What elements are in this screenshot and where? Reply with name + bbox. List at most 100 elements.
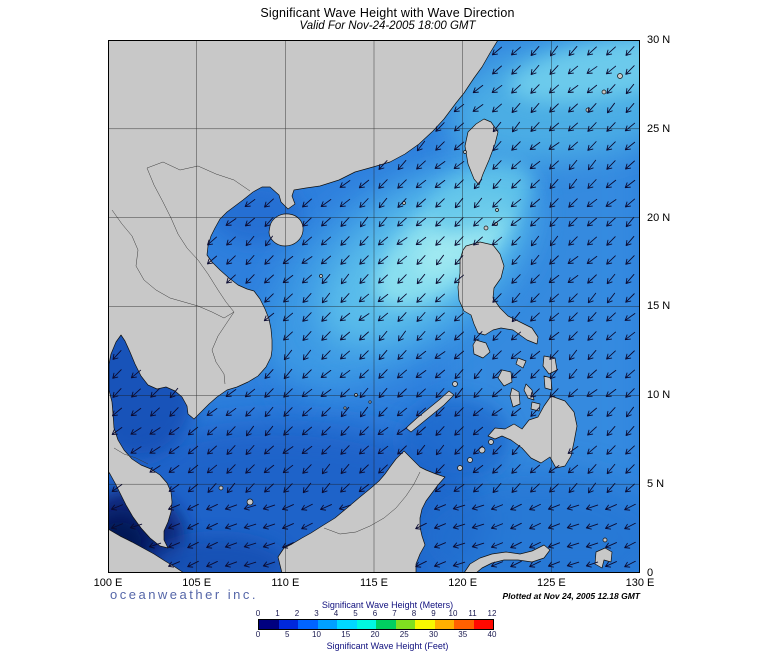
wave-direction-arrow [587,426,597,436]
wave-direction-arrow [606,483,616,493]
wave-direction-arrow [473,236,483,246]
wave-direction-arrow [625,255,635,265]
wave-direction-arrow [568,217,578,227]
wave-direction-arrow [606,84,616,94]
legend-tick: 8 [411,609,417,618]
wave-direction-arrow [511,483,521,493]
wave-direction-arrow [568,483,578,493]
wave-direction-arrow [168,484,180,492]
wave-direction-arrow [586,198,598,208]
wave-direction-arrow [340,388,350,398]
wave-direction-arrow [510,560,522,568]
wave-direction-arrow [206,255,218,265]
wave-direction-arrow [321,292,331,304]
wave-direction-arrow [435,254,445,266]
wave-direction-arrow [625,350,635,360]
wave-direction-arrow [207,445,217,455]
wave-direction-arrow [473,217,483,227]
wave-direction-arrow [511,160,521,170]
wave-direction-arrow [339,369,351,379]
wave-direction-arrow [416,160,426,170]
wave-direction-arrow [302,293,312,303]
oceanweather-logo-text: oceanweather inc. [110,587,259,602]
wave-direction-arrow [547,523,561,530]
wave-direction-arrow [302,407,312,417]
wave-direction-arrow [245,425,255,437]
wave-direction-arrow [226,274,236,284]
wave-direction-arrow [225,407,237,417]
wave-direction-arrow [491,236,503,246]
wave-direction-arrow [321,273,331,285]
wave-direction-arrow [625,160,635,170]
wave-direction-arrow [454,122,464,132]
wave-direction-arrow [378,274,388,284]
wave-direction-arrow [377,312,389,322]
wave-direction-arrow [435,388,445,398]
wave-direction-arrow [568,236,578,246]
wave-direction-arrow [587,141,597,151]
wave-direction-arrow [282,255,294,265]
wave-direction-arrow [225,218,237,226]
wave-direction-arrow [149,465,161,473]
wave-direction-arrow [416,331,426,341]
legend-tick: 25 [399,630,409,639]
wave-direction-arrow [377,427,389,435]
lat-label: 10 N [647,389,671,402]
wave-direction-arrow [471,504,485,511]
wave-direction-arrow [111,407,123,417]
babuyan-island [483,225,489,231]
wave-direction-arrow [587,46,597,56]
wave-direction-arrow [473,445,483,455]
wave-direction-arrow [454,426,464,436]
wave-direction-arrow [321,407,331,417]
wave-direction-arrow [378,160,388,170]
wave-direction-arrow [112,369,122,379]
legend-tick: 2 [294,609,300,618]
wave-direction-arrow [587,103,597,113]
legend-bar-segment [473,620,493,629]
lat-label: 15 N [647,300,671,313]
wave-direction-arrow [529,350,541,360]
wave-direction-arrow [625,483,635,493]
legend-tick: 9 [431,609,436,618]
mindanao-island [487,395,578,469]
wave-direction-arrow [415,217,427,227]
wave-direction-arrow [530,179,540,189]
wave-direction-arrow [264,255,274,265]
wave-direction-arrow [434,351,446,359]
wave-direction-arrow [320,369,332,379]
wave-direction-arrow [265,235,273,247]
spratly-island [343,406,347,410]
luzon-island [457,241,539,345]
wave-direction-arrow [340,463,350,475]
wave-direction-arrow [567,446,579,454]
wave-direction-arrow [511,84,521,94]
wave-direction-arrow [454,274,464,284]
wave-direction-arrow [492,178,502,190]
wave-direction-arrow [625,274,635,284]
wave-direction-arrow [606,255,616,265]
wave-direction-arrow [530,217,540,227]
wave-direction-arrow [606,102,616,114]
wave-direction-arrow [264,198,274,208]
wave-direction-arrow [206,522,218,530]
wave-direction-arrow [321,463,331,475]
wave-direction-arrow [397,445,407,455]
wave-direction-arrow [530,84,540,94]
wave-direction-arrow [434,483,446,493]
legend-tick: 7 [392,609,397,618]
legend-tick: 30 [429,630,438,639]
wave-direction-arrow [625,464,635,474]
wave-direction-arrow [302,236,312,246]
wave-direction-arrow [511,179,521,189]
wave-direction-arrow [606,331,616,341]
taiwan-island [464,118,499,186]
wave-direction-arrow [547,542,561,549]
map-canvas [108,40,640,573]
wave-direction-arrow [454,217,464,227]
wave-direction-arrow [359,216,369,228]
wave-direction-arrow [492,65,502,75]
wave-direction-arrow [435,293,445,303]
wave-direction-arrow [568,293,578,303]
wave-direction-arrow [264,406,274,418]
